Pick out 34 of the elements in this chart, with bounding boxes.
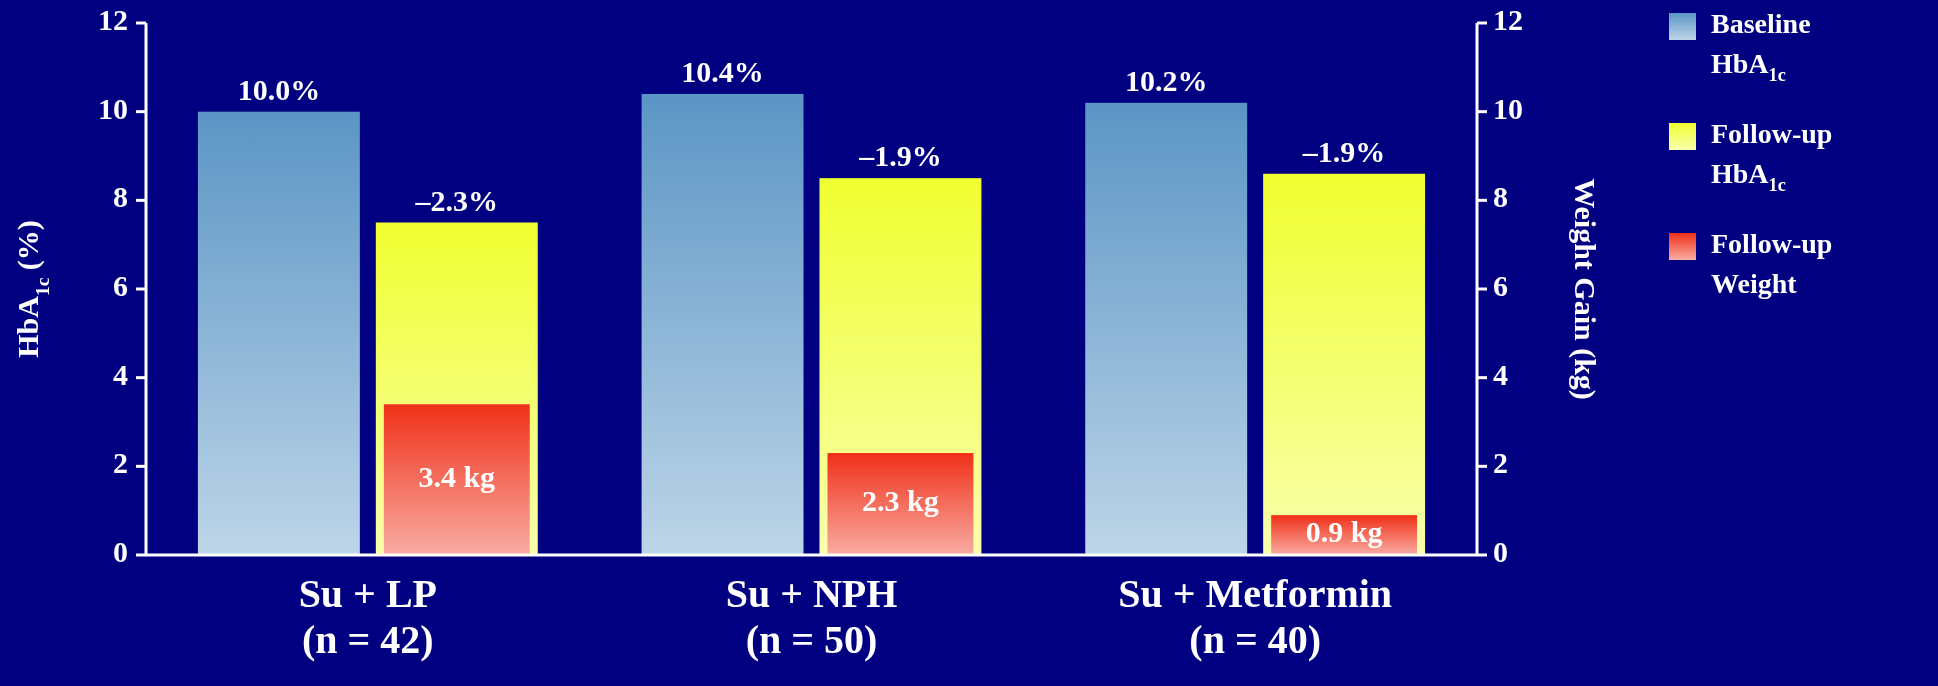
y2-tick-label: 10 <box>1493 91 1523 125</box>
legend-label: Follow-up Weight <box>1711 228 1833 300</box>
data-label: 3.4 kg <box>418 459 496 493</box>
y2-tick-label: 2 <box>1493 446 1508 480</box>
y-tick-label: 12 <box>98 2 128 36</box>
data-label: 0.9 kg <box>1305 514 1383 548</box>
y-tick-label: 10 <box>98 91 128 125</box>
data-label: 10.2% <box>1124 63 1208 97</box>
y-tick-label: 4 <box>113 357 128 391</box>
y2-tick-label: 6 <box>1493 268 1508 302</box>
bar <box>1263 173 1426 555</box>
annotation: –2.3% <box>414 183 499 217</box>
y2-tick-label: 12 <box>1493 2 1523 36</box>
x-tick-label: Su + NPH (n = 50) <box>725 571 898 662</box>
bar <box>641 93 804 555</box>
y2-tick-label: 8 <box>1493 180 1508 214</box>
y-tick-label: 0 <box>113 534 128 568</box>
y-tick-label: 6 <box>113 268 128 302</box>
x-tick-label: Su + LP (n = 42) <box>298 571 438 662</box>
y2-tick-label: 4 <box>1493 357 1508 391</box>
data-label: 10.0% <box>237 72 321 106</box>
annotation: –1.9% <box>858 139 942 173</box>
y-tick-label: 2 <box>113 446 128 480</box>
annotation: –1.9% <box>1301 134 1386 168</box>
legend-label: Follow-up HbA$_{1c}$ <box>1711 118 1833 196</box>
bar <box>1085 102 1248 555</box>
y2-axis-title: Weight Gain (kg) <box>1568 178 1602 400</box>
data-label: 10.4% <box>681 54 764 88</box>
y-tick-label: 8 <box>113 180 128 214</box>
bar <box>197 111 360 555</box>
y2-tick-label: 0 <box>1493 534 1508 568</box>
x-tick-label: Su + Metformin (n = 40) <box>1118 571 1393 662</box>
legend-label: Baseline HbA$_{1c}$ <box>1711 8 1811 86</box>
data-label: 2.3 kg <box>862 483 939 517</box>
